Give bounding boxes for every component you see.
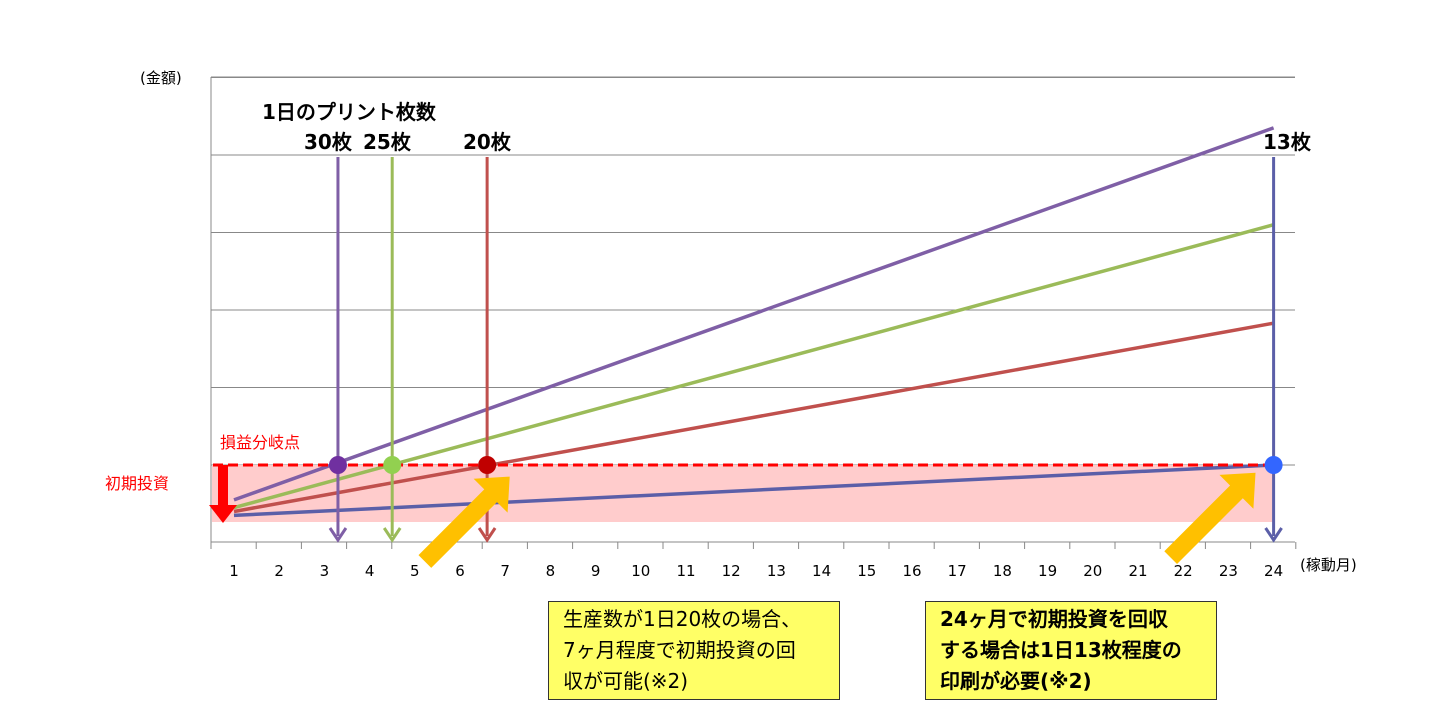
x-tick-label: 9 xyxy=(591,562,601,580)
pointer-arrow-13 xyxy=(1164,472,1256,564)
x-tick-label: 6 xyxy=(455,562,465,580)
series-line-30枚 xyxy=(233,126,1275,502)
x-tick-label: 24 xyxy=(1264,562,1283,580)
drop-arrowhead-25枚 xyxy=(382,527,402,543)
series-line-20枚 xyxy=(233,321,1274,514)
break-even-markers xyxy=(328,456,1283,474)
x-tick-label: 13 xyxy=(767,562,786,580)
callout-24-months: 24ヶ月で初期投資を回収 する場合は1日13枚程度の 印刷が必要(※2) xyxy=(925,601,1217,700)
drop-arrowhead-13枚 xyxy=(1264,527,1283,543)
series-label-20: 20枚 xyxy=(463,130,512,154)
x-tick-label: 10 xyxy=(631,562,650,580)
x-tick-label: 15 xyxy=(857,562,876,580)
pointer-arrow-20-shape xyxy=(418,476,510,568)
x-tick-label: 23 xyxy=(1219,562,1238,580)
x-tick-label: 12 xyxy=(722,562,741,580)
break-even-label: 損益分岐点 xyxy=(220,433,300,452)
investment-arrow-shaft xyxy=(218,465,228,505)
annotation-title: 1日のプリント枚数 xyxy=(262,100,437,124)
x-tick-label: 3 xyxy=(320,562,330,580)
x-tick-label: 4 xyxy=(365,562,375,580)
break-even-marker-13枚 xyxy=(1264,456,1283,474)
x-axis: 1 2 3 4 5 6 7 8 9 10 11 12 13 14 15 16 17 18 19 20 21 22 23 24 xyxy=(210,541,1297,580)
x-tick-label: 18 xyxy=(993,562,1012,580)
investment-arrowhead xyxy=(209,505,237,523)
series-line-13枚 xyxy=(233,463,1274,518)
series-line-25枚 xyxy=(233,223,1275,510)
pointer-arrows xyxy=(418,472,1256,568)
series-lines xyxy=(233,126,1275,518)
series-label-30: 30枚 xyxy=(304,130,353,154)
series-label-25: 25枚 xyxy=(363,130,412,154)
x-tick-label: 19 xyxy=(1038,562,1057,580)
x-tick-label: 5 xyxy=(410,562,420,580)
x-tick-label: 22 xyxy=(1174,562,1193,580)
callout-20-per-day: 生産数が1日20枚の場合、 7ヶ月程度で初期投資の回 収が可能(※2) xyxy=(548,601,840,700)
y-axis-label: (金額) xyxy=(140,69,182,87)
x-tick-label: 21 xyxy=(1128,562,1147,580)
drop-arrowhead-30枚 xyxy=(328,527,348,543)
x-tick-label: 1 xyxy=(229,562,239,580)
x-tick-label: 11 xyxy=(676,562,695,580)
x-axis-label: (稼動月) xyxy=(1300,556,1357,574)
pointer-arrow-20 xyxy=(418,476,510,568)
x-tick-label: 17 xyxy=(948,562,967,580)
break-even-marker-30枚 xyxy=(328,456,347,474)
initial-investment-label: 初期投資 xyxy=(105,474,169,493)
initial-investment-arrow xyxy=(209,465,237,523)
break-even-marker-20枚 xyxy=(478,456,497,474)
x-tick-label: 8 xyxy=(546,562,556,580)
x-tick-label: 7 xyxy=(500,562,510,580)
series-label-13: 13枚 xyxy=(1263,130,1312,154)
x-tick-label: 16 xyxy=(902,562,921,580)
drop-arrowhead-20枚 xyxy=(477,527,497,543)
x-tick-label: 20 xyxy=(1083,562,1102,580)
x-tick-label: 2 xyxy=(274,562,284,580)
pointer-arrow-13-shape xyxy=(1164,472,1256,564)
break-even-marker-25枚 xyxy=(383,456,402,474)
x-tick-label: 14 xyxy=(812,562,831,580)
